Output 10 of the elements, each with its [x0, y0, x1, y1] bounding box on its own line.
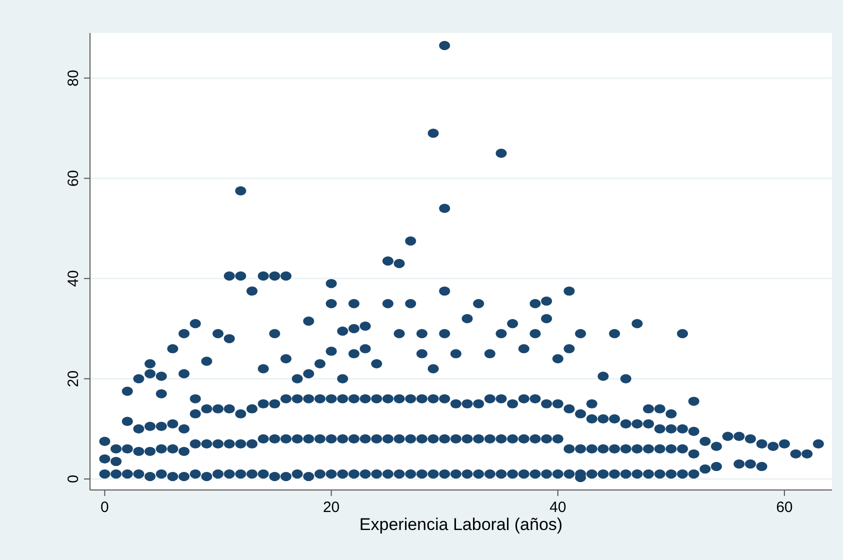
x-tick-label: 20: [322, 499, 340, 516]
y-tick-label: 40: [65, 270, 82, 287]
x-tick-label: 40: [550, 499, 566, 516]
y-tick-label: 80: [65, 70, 82, 86]
x-tick-label: 0: [100, 499, 109, 516]
y-tick-label: 0: [65, 474, 82, 484]
y-tick-label: 60: [65, 170, 82, 187]
x-tick-label: 60: [776, 499, 793, 516]
y-tick-label: 20: [65, 370, 82, 388]
x-axis-title: Experiencia Laboral (años): [359, 515, 563, 534]
